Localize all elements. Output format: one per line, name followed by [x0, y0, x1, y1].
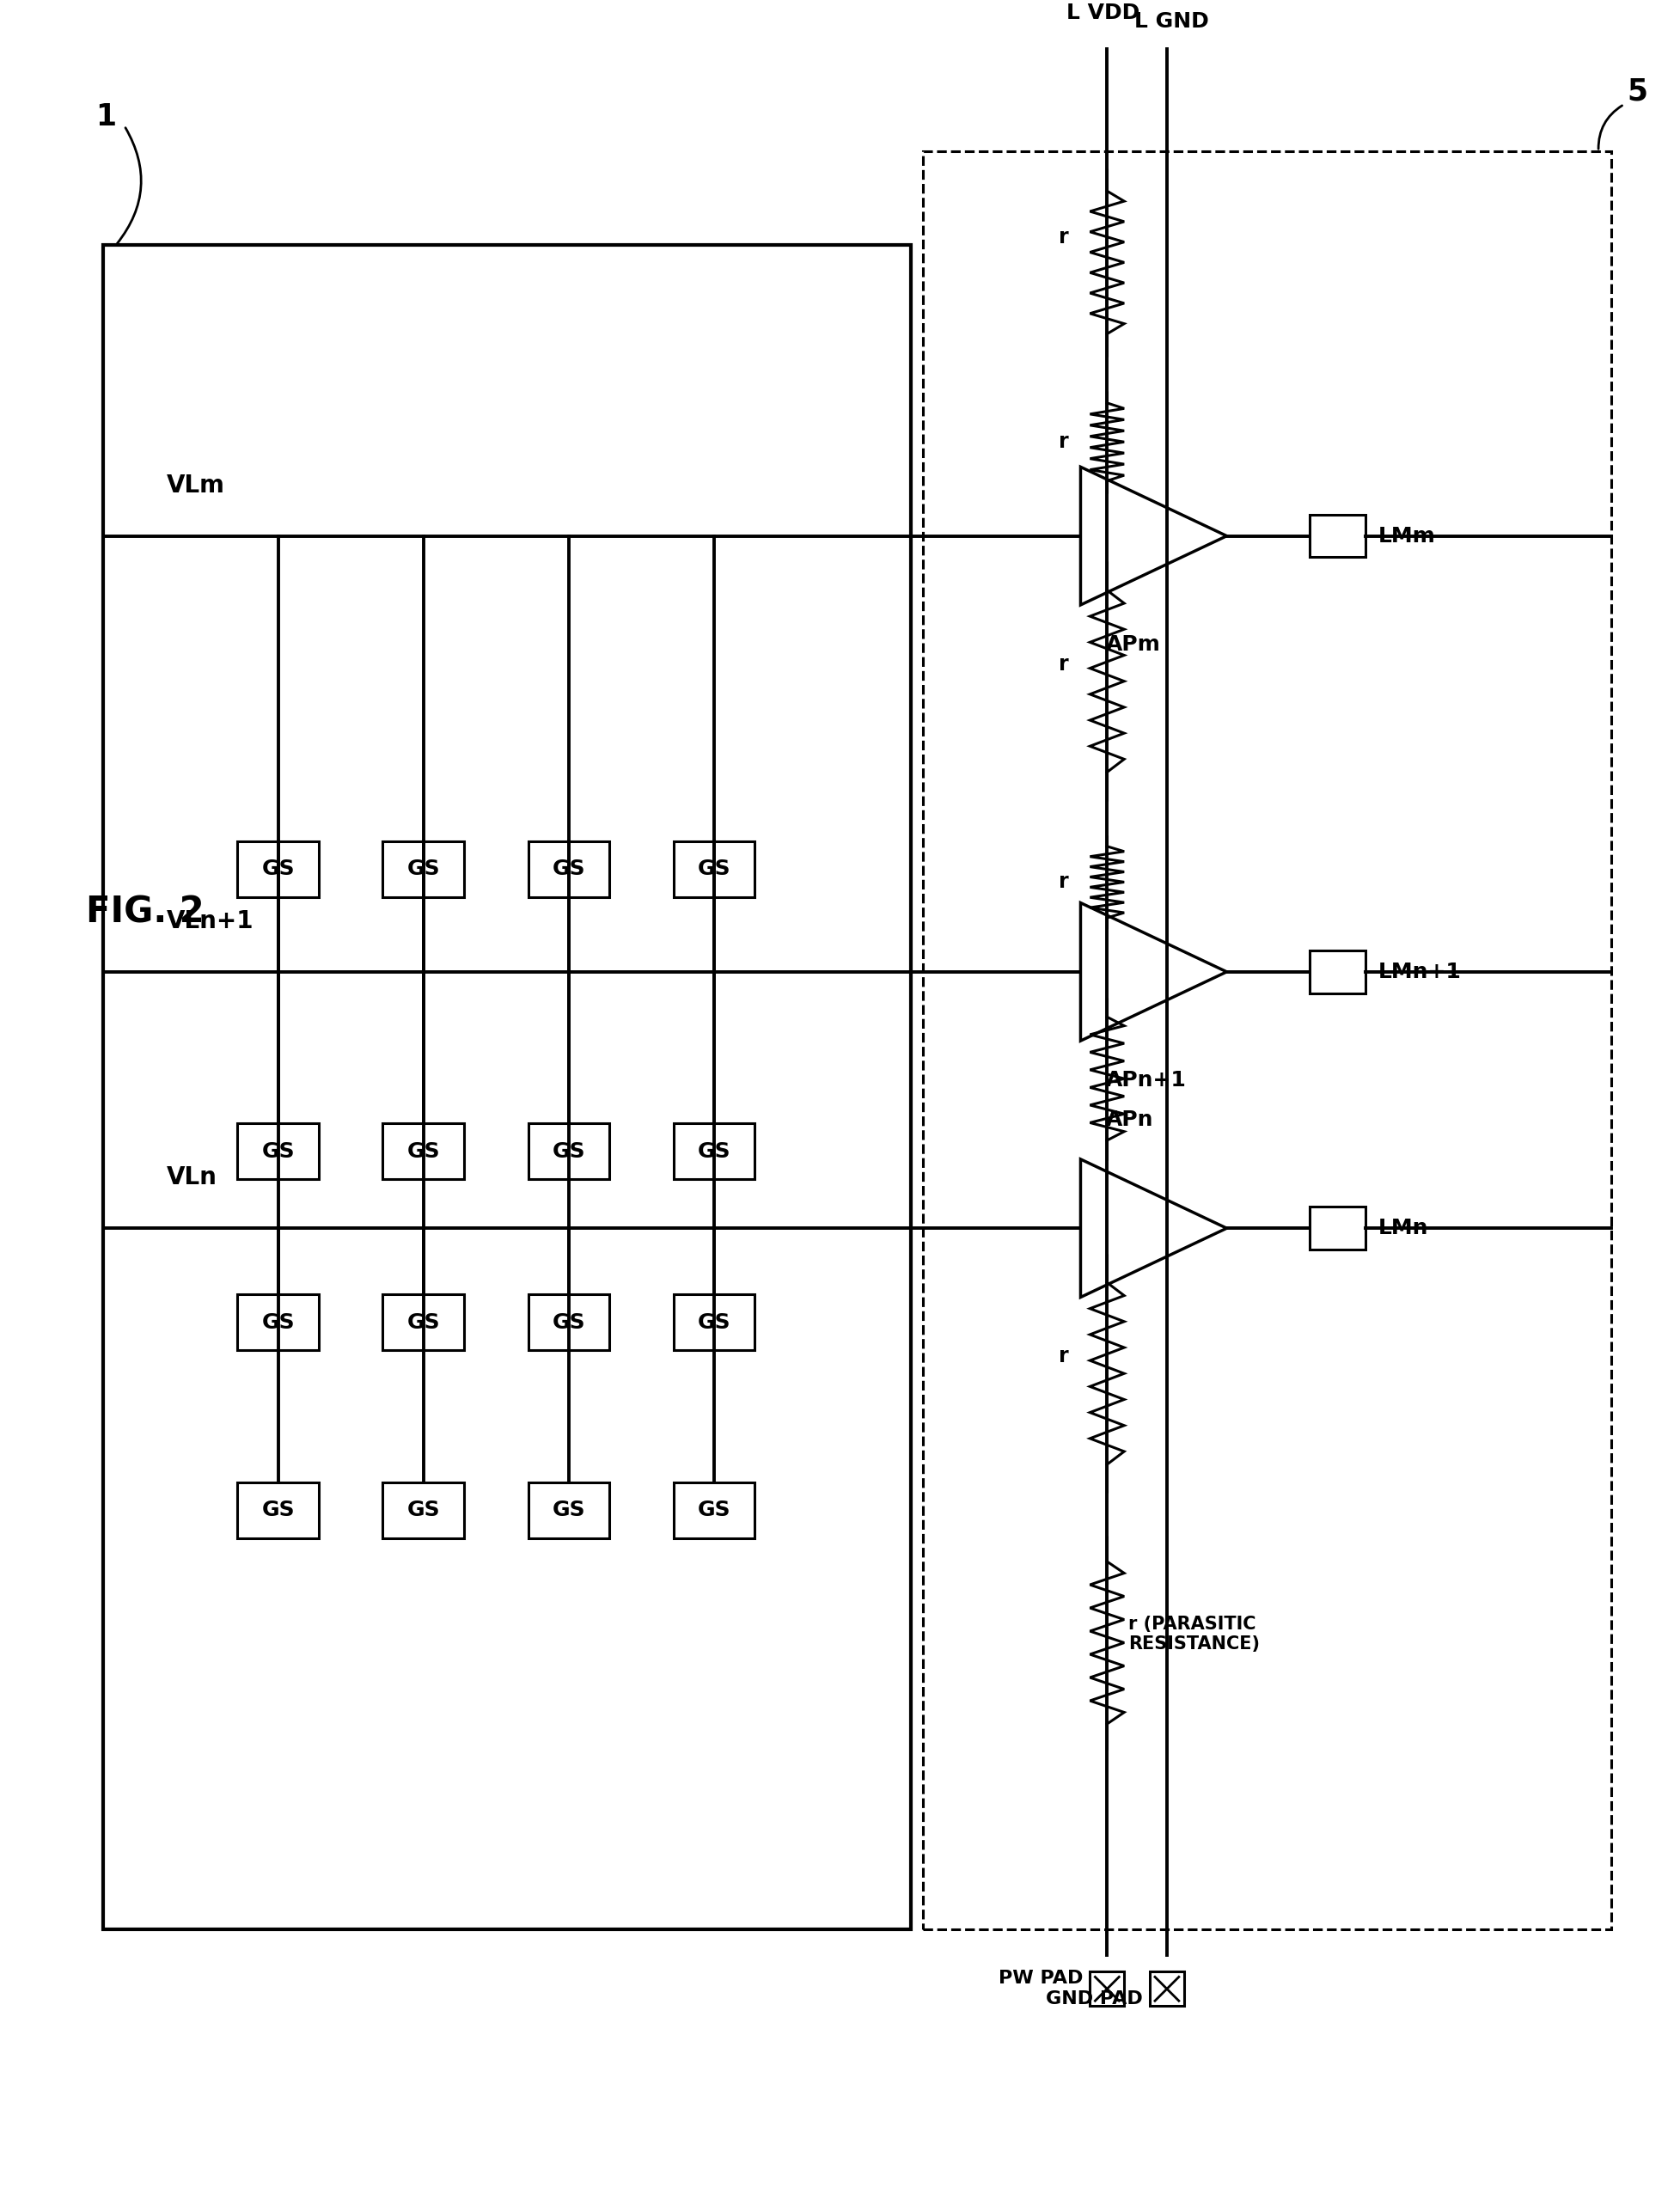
Text: GND PAD: GND PAD	[1045, 1990, 1142, 2008]
Text: VLm: VLm	[166, 474, 225, 498]
Bar	[674, 842, 754, 897]
Bar	[674, 1483, 754, 1538]
Bar	[237, 842, 319, 897]
Text: VLn: VLn	[166, 1165, 217, 1189]
Text: APn: APn	[1105, 1110, 1154, 1130]
Text: GS: GS	[262, 858, 294, 880]
Text: GS: GS	[697, 1312, 731, 1332]
Text: GS: GS	[407, 858, 440, 880]
Bar	[528, 1123, 608, 1178]
Bar	[1089, 1972, 1124, 2005]
Text: LMn+1: LMn+1	[1378, 961, 1462, 983]
Bar	[102, 246, 911, 1929]
Bar	[674, 1123, 754, 1178]
Text: 5: 5	[1626, 77, 1646, 105]
Bar	[1309, 1207, 1364, 1251]
Text: LMm: LMm	[1378, 527, 1435, 546]
Text: GS: GS	[551, 1501, 585, 1520]
Text: GS: GS	[262, 1501, 294, 1520]
Text: GS: GS	[407, 1501, 440, 1520]
Text: r: r	[1058, 1347, 1068, 1367]
Text: APm: APm	[1105, 634, 1161, 654]
Text: GS: GS	[262, 1141, 294, 1161]
Text: r: r	[1058, 871, 1068, 893]
Bar	[922, 151, 1611, 1929]
Bar	[1309, 516, 1364, 557]
Text: GS: GS	[262, 1312, 294, 1332]
Bar	[528, 1294, 608, 1349]
Text: GS: GS	[407, 1141, 440, 1161]
Text: 1: 1	[96, 103, 116, 132]
Text: GS: GS	[551, 1312, 585, 1332]
Text: LMn: LMn	[1378, 1218, 1428, 1240]
Text: APn+1: APn+1	[1105, 1071, 1186, 1090]
Bar	[674, 1294, 754, 1349]
Text: GS: GS	[407, 1312, 440, 1332]
Bar	[1149, 1972, 1183, 2005]
Text: GS: GS	[697, 1141, 731, 1161]
Text: r (PARASITIC
RESISTANCE): r (PARASITIC RESISTANCE)	[1127, 1615, 1260, 1652]
Text: r: r	[1058, 432, 1068, 452]
Text: L VDD: L VDD	[1065, 2, 1139, 24]
Text: PW PAD: PW PAD	[998, 1970, 1082, 1988]
Bar	[528, 842, 608, 897]
Text: GS: GS	[551, 1141, 585, 1161]
Text: r: r	[1058, 654, 1068, 674]
Text: FIG. 2: FIG. 2	[86, 893, 203, 930]
Bar	[383, 1294, 464, 1349]
Text: GS: GS	[551, 858, 585, 880]
Text: GS: GS	[697, 858, 731, 880]
Bar	[237, 1294, 319, 1349]
Bar	[383, 1483, 464, 1538]
Bar	[237, 1123, 319, 1178]
Text: r: r	[1058, 226, 1068, 248]
Text: VLn+1: VLn+1	[166, 908, 254, 932]
Bar	[383, 1123, 464, 1178]
Bar	[237, 1483, 319, 1538]
Bar	[383, 842, 464, 897]
Text: L GND: L GND	[1134, 11, 1208, 31]
Text: GS: GS	[697, 1501, 731, 1520]
Bar	[1309, 950, 1364, 994]
Bar	[528, 1483, 608, 1538]
